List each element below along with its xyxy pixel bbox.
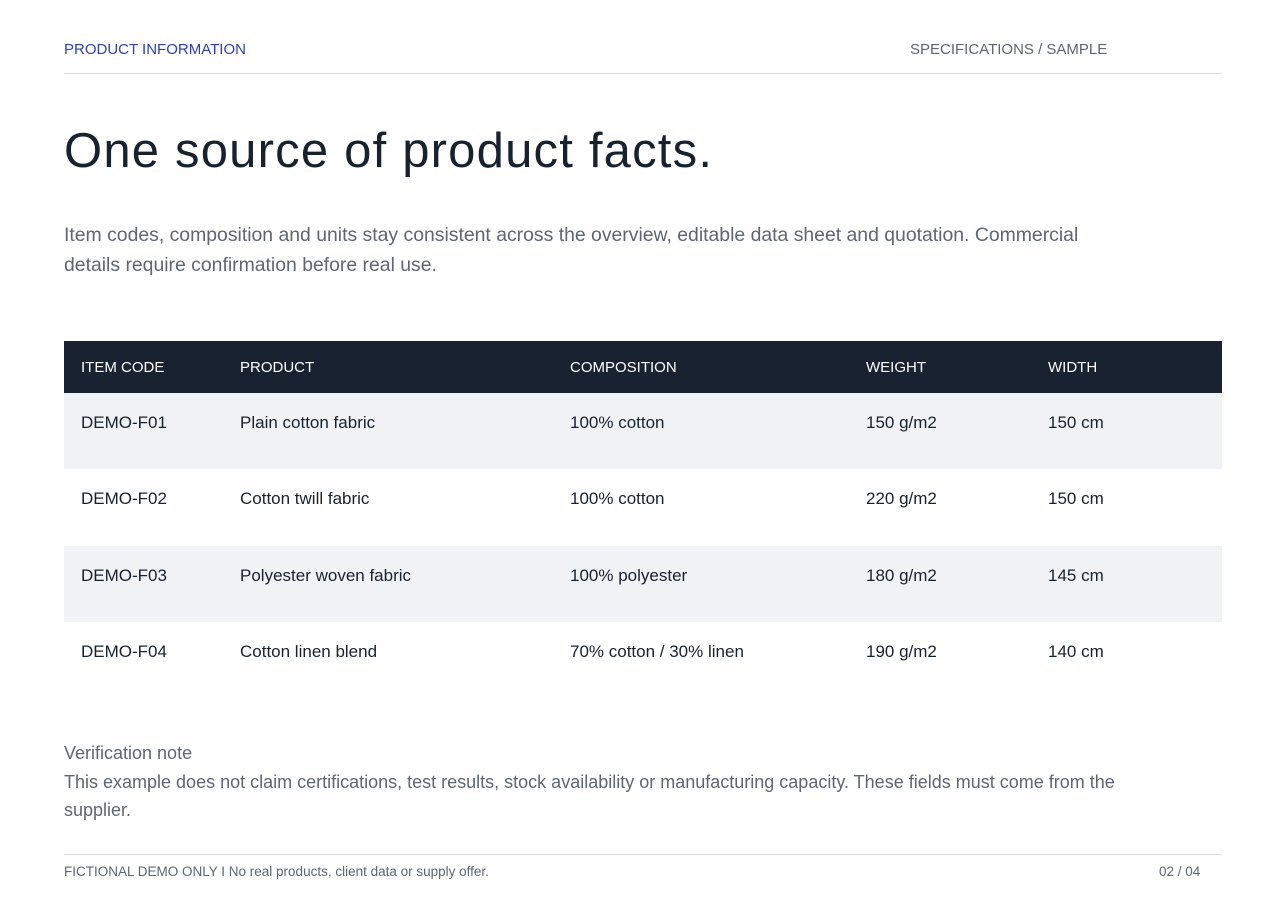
weight-cell: 180 g/m2 bbox=[849, 546, 1031, 622]
width-cell: 150 cm bbox=[1031, 393, 1222, 469]
composition-cell: 70% cotton / 30% linen bbox=[553, 622, 849, 698]
composition-cell: 100% polyester bbox=[553, 546, 849, 622]
product-spec-table: ITEM CODE PRODUCT COMPOSITION WEIGHT WID… bbox=[64, 341, 1222, 698]
width-cell: 150 cm bbox=[1031, 469, 1222, 546]
column-header-product: PRODUCT bbox=[223, 341, 553, 393]
intro-paragraph: Item codes, composition and units stay c… bbox=[64, 224, 1079, 276]
table-header-row: ITEM CODE PRODUCT COMPOSITION WEIGHT WID… bbox=[64, 341, 1222, 393]
section-label: PRODUCT INFORMATION bbox=[64, 41, 246, 58]
item-code-cell: DEMO-F02 bbox=[64, 469, 223, 546]
item-code-cell: DEMO-F04 bbox=[64, 622, 223, 698]
product-cell: Polyester woven fabric bbox=[223, 546, 553, 622]
table-row: DEMO-F01 Plain cotton fabric 100% cotton… bbox=[64, 393, 1222, 469]
verification-note-title: Verification note bbox=[64, 743, 193, 763]
page-footer: FICTIONAL DEMO ONLY I No real products, … bbox=[64, 854, 1222, 894]
verification-note: Verification note This example does not … bbox=[64, 741, 1164, 824]
page-header: PRODUCT INFORMATION SPECIFICATIONS / SAM… bbox=[64, 0, 1222, 74]
page-title: One source of product facts. bbox=[64, 124, 714, 178]
product-cell: Plain cotton fabric bbox=[223, 393, 553, 469]
column-header-width: WIDTH bbox=[1031, 341, 1222, 393]
spec-label: SPECIFICATIONS / SAMPLE bbox=[910, 41, 1108, 58]
column-header-item-code: ITEM CODE bbox=[64, 341, 223, 393]
table-row: DEMO-F02 Cotton twill fabric 100% cotton… bbox=[64, 469, 1222, 546]
item-code-cell: DEMO-F01 bbox=[64, 393, 223, 469]
column-header-composition: COMPOSITION bbox=[553, 341, 849, 393]
composition-cell: 100% cotton bbox=[553, 393, 849, 469]
column-header-weight: WEIGHT bbox=[849, 341, 1031, 393]
weight-cell: 190 g/m2 bbox=[849, 622, 1031, 698]
footer-disclaimer: FICTIONAL DEMO ONLY I No real products, … bbox=[64, 864, 489, 879]
table-row: DEMO-F04 Cotton linen blend 70% cotton /… bbox=[64, 622, 1222, 698]
weight-cell: 150 g/m2 bbox=[849, 393, 1031, 469]
product-cell: Cotton twill fabric bbox=[223, 469, 553, 546]
item-code-cell: DEMO-F03 bbox=[64, 546, 223, 622]
product-cell: Cotton linen blend bbox=[223, 622, 553, 698]
page-number: 02 / 04 bbox=[1159, 864, 1201, 879]
table-row: DEMO-F03 Polyester woven fabric 100% pol… bbox=[64, 546, 1222, 622]
weight-cell: 220 g/m2 bbox=[849, 469, 1031, 546]
width-cell: 145 cm bbox=[1031, 546, 1222, 622]
width-cell: 140 cm bbox=[1031, 622, 1222, 698]
composition-cell: 100% cotton bbox=[553, 469, 849, 546]
verification-note-body: This example does not claim certificatio… bbox=[64, 772, 1115, 820]
